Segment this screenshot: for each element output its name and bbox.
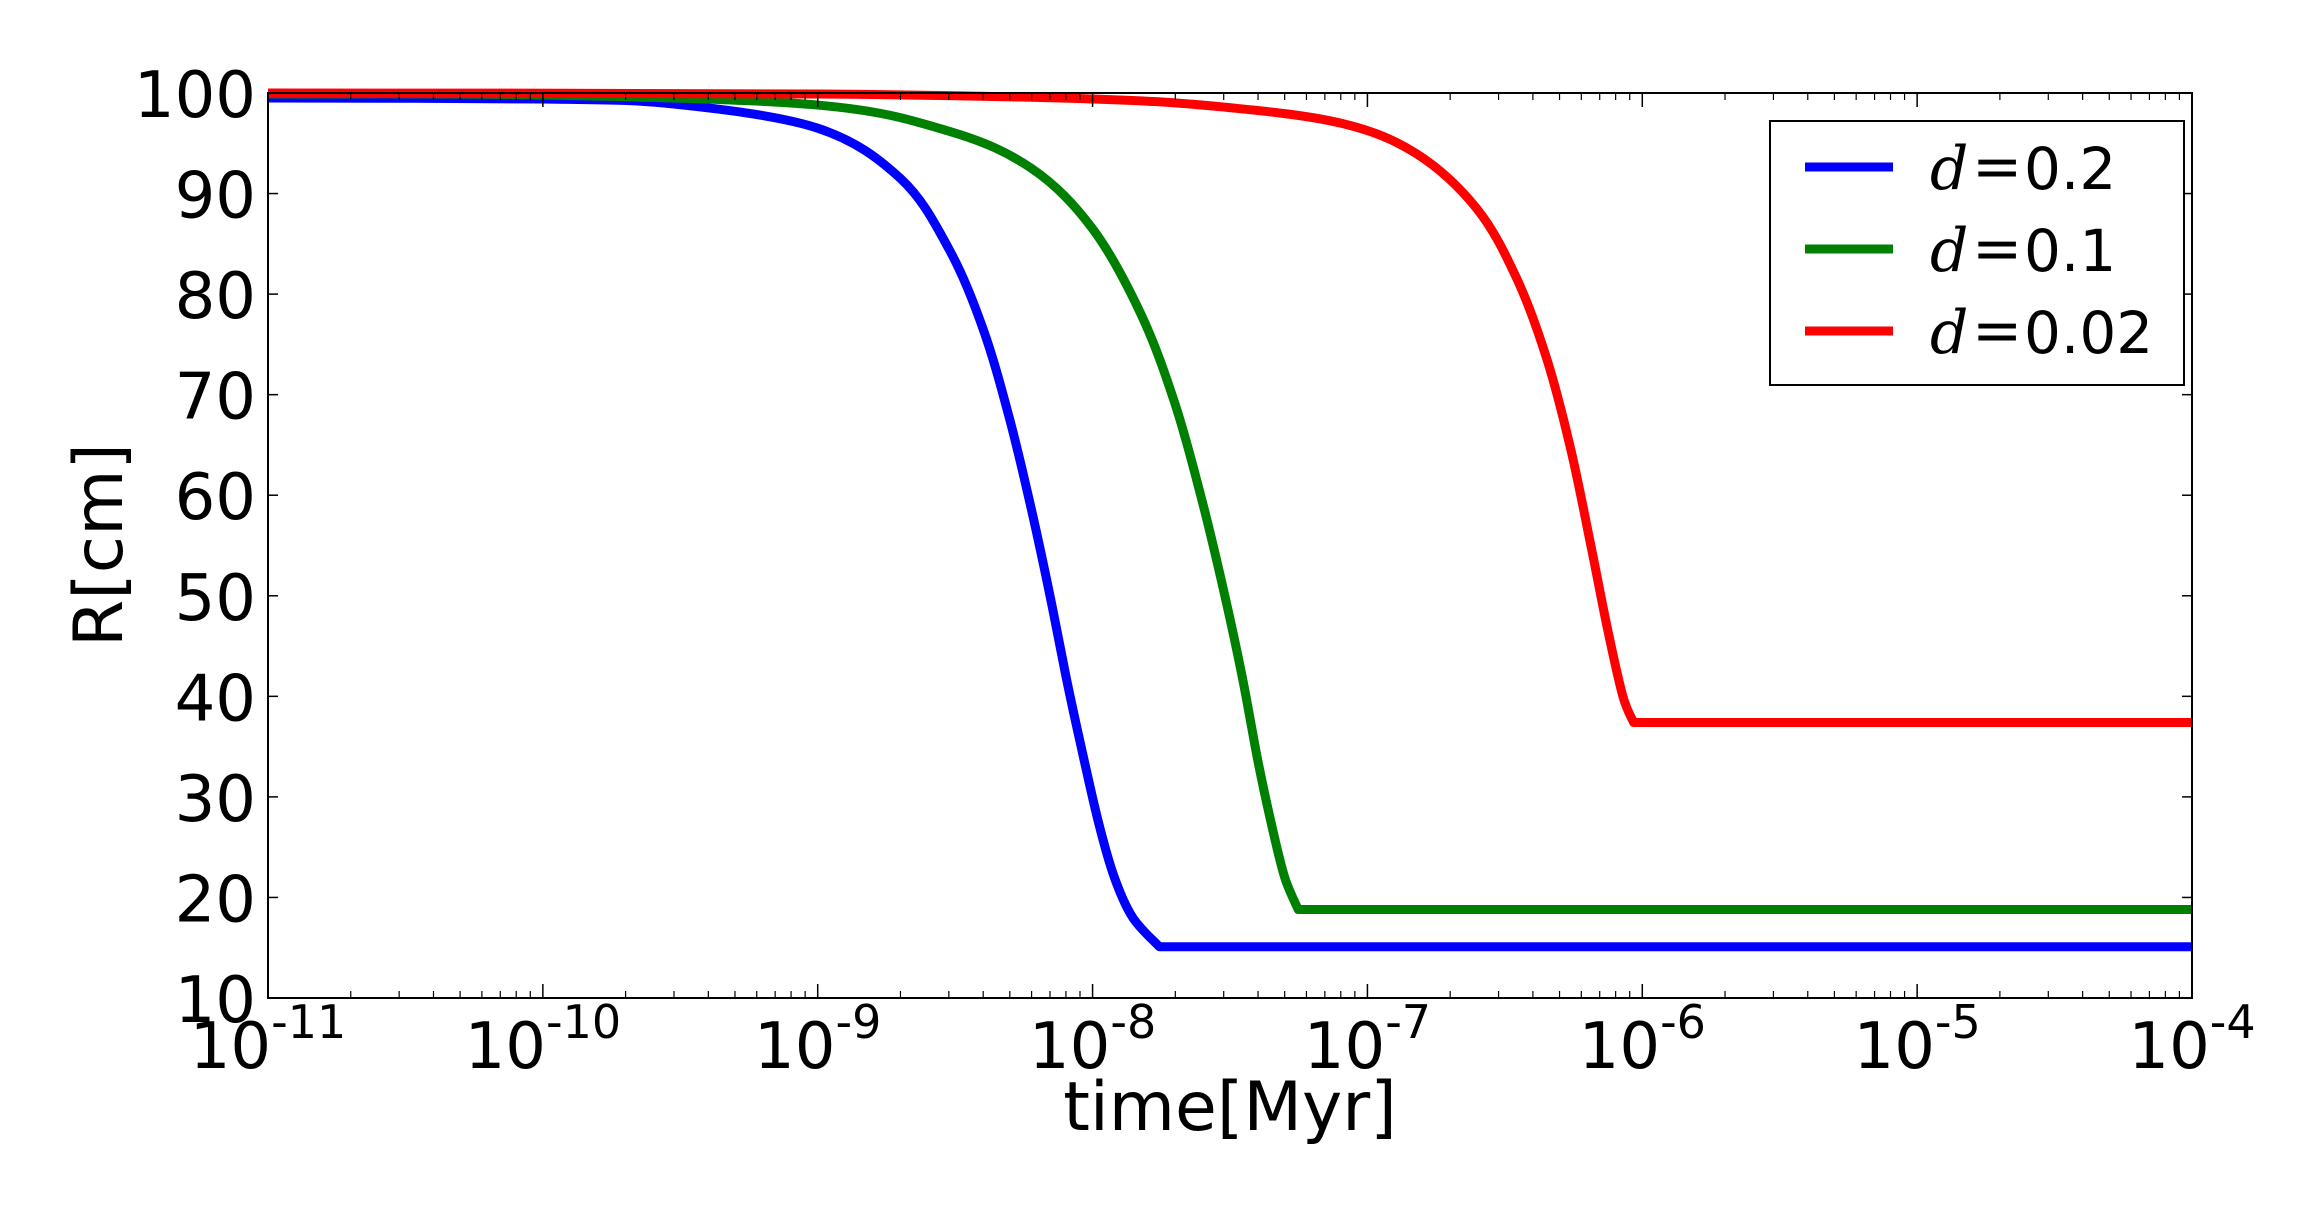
x-tick-label: 10-10 [465,995,622,1084]
y-tick-label: 20 [175,863,256,937]
x-tick-label: 10-6 [1579,995,1706,1084]
x-tick-label: 10-5 [1853,995,1980,1084]
y-tick-label: 10 [175,964,256,1038]
legend-var: d [1930,134,1968,204]
x-axis-label: time[Myr] [1063,1068,1397,1147]
legend-value-0: 0.2 [2024,135,2116,203]
y-tick-label: 90 [175,160,256,234]
x-tick-label: 10-7 [1304,995,1431,1084]
y-tick-label: 40 [175,662,256,736]
y-tick-label: 100 [134,59,256,133]
legend-value-2: 0.02 [2024,299,2153,367]
y-tick-label: 70 [175,361,256,435]
series-line-0 [267,93,2192,952]
plot-series [267,88,2192,952]
y-axis-label: R[cm] [60,443,139,647]
legend-var: d [1930,298,1968,368]
x-tick-label: 10-11 [190,995,347,1084]
legend-eq: = [1972,296,2022,366]
y-tick-label: 50 [175,562,256,636]
legend-var: d [1930,216,1968,286]
legend: d = 0.2d = 0.1d = 0.02 [1769,120,2185,386]
plot-frame [267,92,2193,999]
y-tick-label: 30 [175,763,256,837]
x-tick-label: 10-4 [2128,995,2255,1084]
legend-eq: = [1972,132,2022,202]
x-tick-label: 10-8 [1029,995,1156,1084]
y-tick-label: 60 [175,461,256,535]
series-line-1 [267,89,2192,915]
legend-eq: = [1972,214,2022,284]
axis-ticks: 10 20 30 40 50 60 70 80 90 100 10-11 10-10 10-9 10-8 1… [134,59,2256,1084]
legend-value-1: 0.1 [2024,217,2116,285]
series-line-2 [267,88,2192,727]
y-tick-label: 80 [175,260,256,334]
x-tick-label: 10-9 [754,995,881,1084]
